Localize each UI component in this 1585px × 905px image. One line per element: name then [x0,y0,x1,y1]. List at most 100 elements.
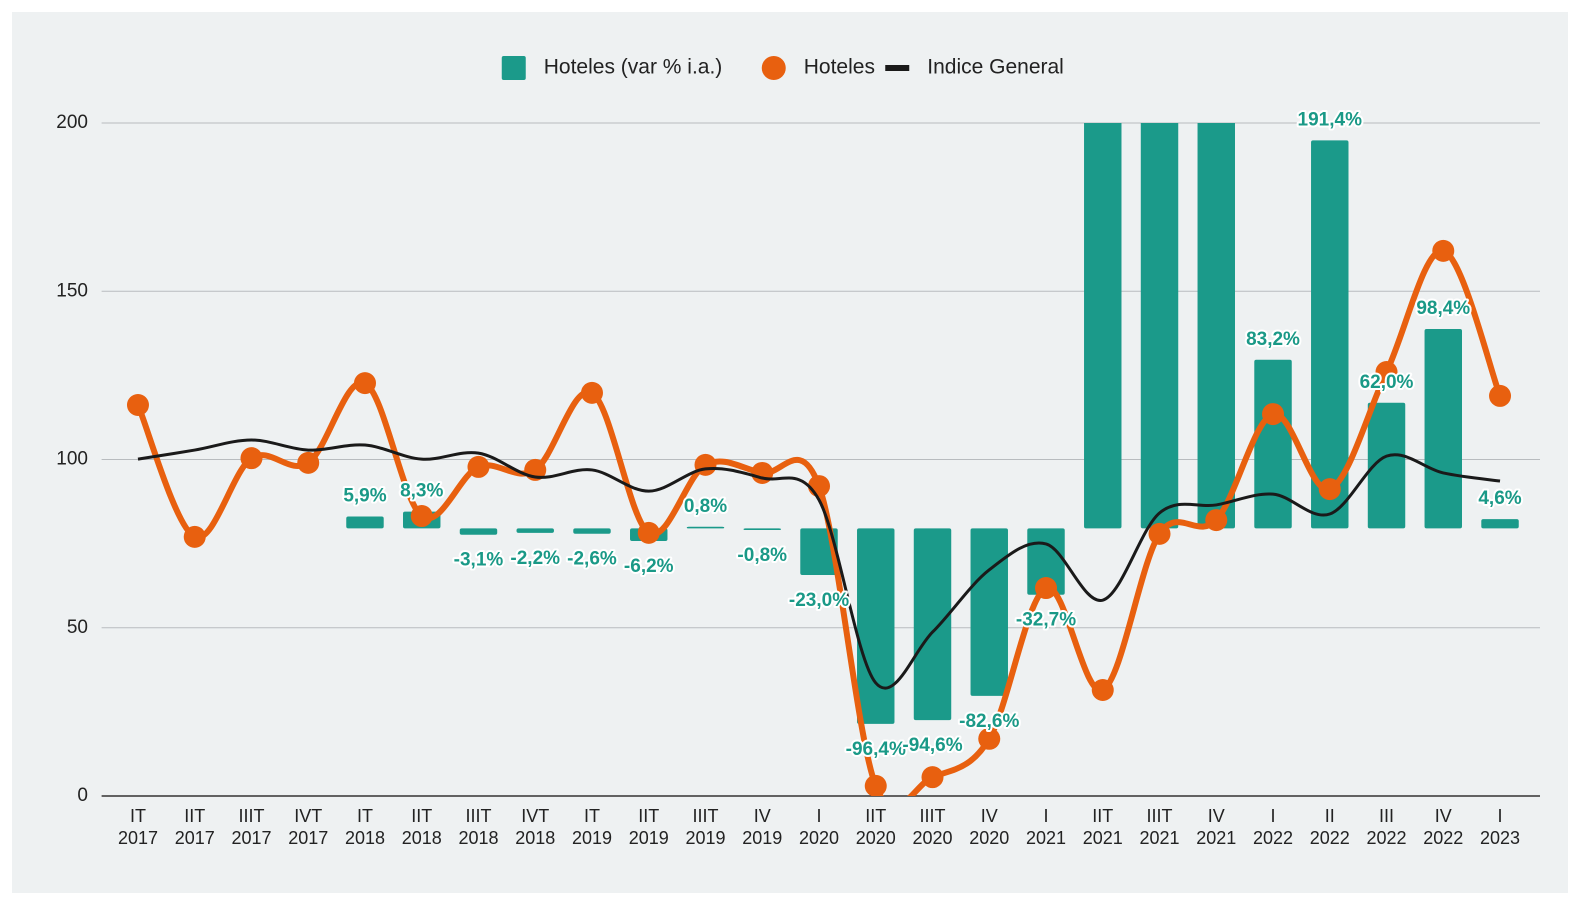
point [751,461,774,484]
data-label: -6,2% [624,556,674,577]
x-tick-label: IT 2017 [117,806,158,848]
point [1489,384,1512,407]
point [1375,361,1398,384]
bar [913,528,952,721]
x-tick-label: I 2021 [1025,806,1067,848]
y-tick-label: 150 [56,280,88,301]
data-label: 5,9% [343,485,386,506]
x-tick-label: IIT 2019 [628,806,669,848]
x-tick-label: IV 2019 [742,806,783,848]
point [297,451,320,474]
bar [516,528,554,533]
data-label: -3,1% [454,550,504,571]
x-tick-label: IIIT 2017 [231,806,272,848]
data-label: 8,3% [400,481,443,502]
bar [970,528,1008,696]
legend-swatch [885,65,910,71]
bar [800,528,838,576]
x-tick-label: IVT 2018 [515,806,556,848]
y-tick-label: 100 [56,449,88,470]
point [1205,509,1228,532]
legend-swatch [761,56,786,80]
y-tick-label: 50 [67,617,88,638]
legend-label: Hoteles (var % i.a.) [544,56,723,79]
bar [857,528,895,724]
legend: Hoteles (var % i.a.) Hoteles Indice Genera… [501,56,1064,80]
bar [1254,359,1292,529]
data-label: 4,6% [1478,488,1521,509]
point [978,727,1001,750]
x-tick-label: IIT 2017 [174,806,215,848]
data-label: -2,6% [567,549,617,570]
data-label: -0,8% [737,545,787,566]
x-tick-label: III 2022 [1366,806,1407,848]
bar [743,528,781,531]
data-label: -94,6% [902,735,962,756]
data-label: 98,4% [1416,298,1470,319]
bar [686,526,725,529]
y-tick-label: 200 [56,112,88,133]
point [1318,478,1341,501]
x-tick-label: IIIT 2021 [1139,806,1180,848]
data-label: -23,0% [789,590,849,611]
x-tick-label: IV 2022 [1423,806,1464,848]
point [410,505,433,528]
bar [1424,328,1463,529]
point [1432,239,1455,262]
data-label: -96,4% [846,739,906,760]
bar [1367,402,1406,529]
x-tick-label: IIIT 2018 [458,806,499,848]
point [1262,403,1285,426]
point [240,447,263,470]
x-tick-label: I 2023 [1479,806,1521,848]
y-tick-label: 0 [77,785,88,806]
x-tick-label: IIT 2021 [1082,806,1123,848]
bar [1197,123,1235,529]
point [1148,522,1171,545]
x-tick-label: I 2022 [1252,806,1294,848]
point [126,393,149,416]
x-tick-label: IIT 2018 [401,806,442,848]
legend-swatch [501,56,526,80]
point [808,475,830,498]
data-label: 191,4% [1298,109,1363,130]
point [580,381,603,404]
data-label: 0,8% [684,496,727,517]
data-label: 62,0% [1360,372,1414,393]
data-label: -32,7% [1016,610,1076,631]
bar [1311,140,1349,529]
x-tick-label: IVT 2017 [288,806,329,848]
plot-area [126,123,1519,796]
point [353,372,376,395]
data-label: -2,2% [510,548,560,569]
x-tick-label: IT 2018 [344,806,385,848]
legend-label: Indice General [927,56,1064,79]
line [137,438,1501,690]
x-tick-label: IIIT 2019 [685,806,726,848]
point [694,453,717,476]
bar [1481,519,1519,529]
point [921,766,944,789]
legend-label: Hoteles [804,56,875,79]
bar [1027,528,1065,595]
data-label: 83,2% [1246,329,1300,350]
bar [573,528,611,534]
bar [346,516,384,529]
x-tick-label: II 2022 [1309,806,1350,848]
point [1091,679,1114,702]
point [637,521,660,544]
x-tick-label: IV 2020 [969,806,1010,848]
chart-background [12,12,1568,893]
data-label: -82,6% [959,711,1019,732]
x-tick-label: IIIT 2020 [912,806,953,848]
point [467,455,490,478]
point [864,774,887,796]
x-tick-label: I 2020 [798,806,840,848]
x-tick-label: IT 2019 [571,806,612,848]
point [183,525,206,548]
point [1035,577,1058,600]
bar [1140,123,1179,529]
x-tick-label: IV 2021 [1196,806,1237,848]
